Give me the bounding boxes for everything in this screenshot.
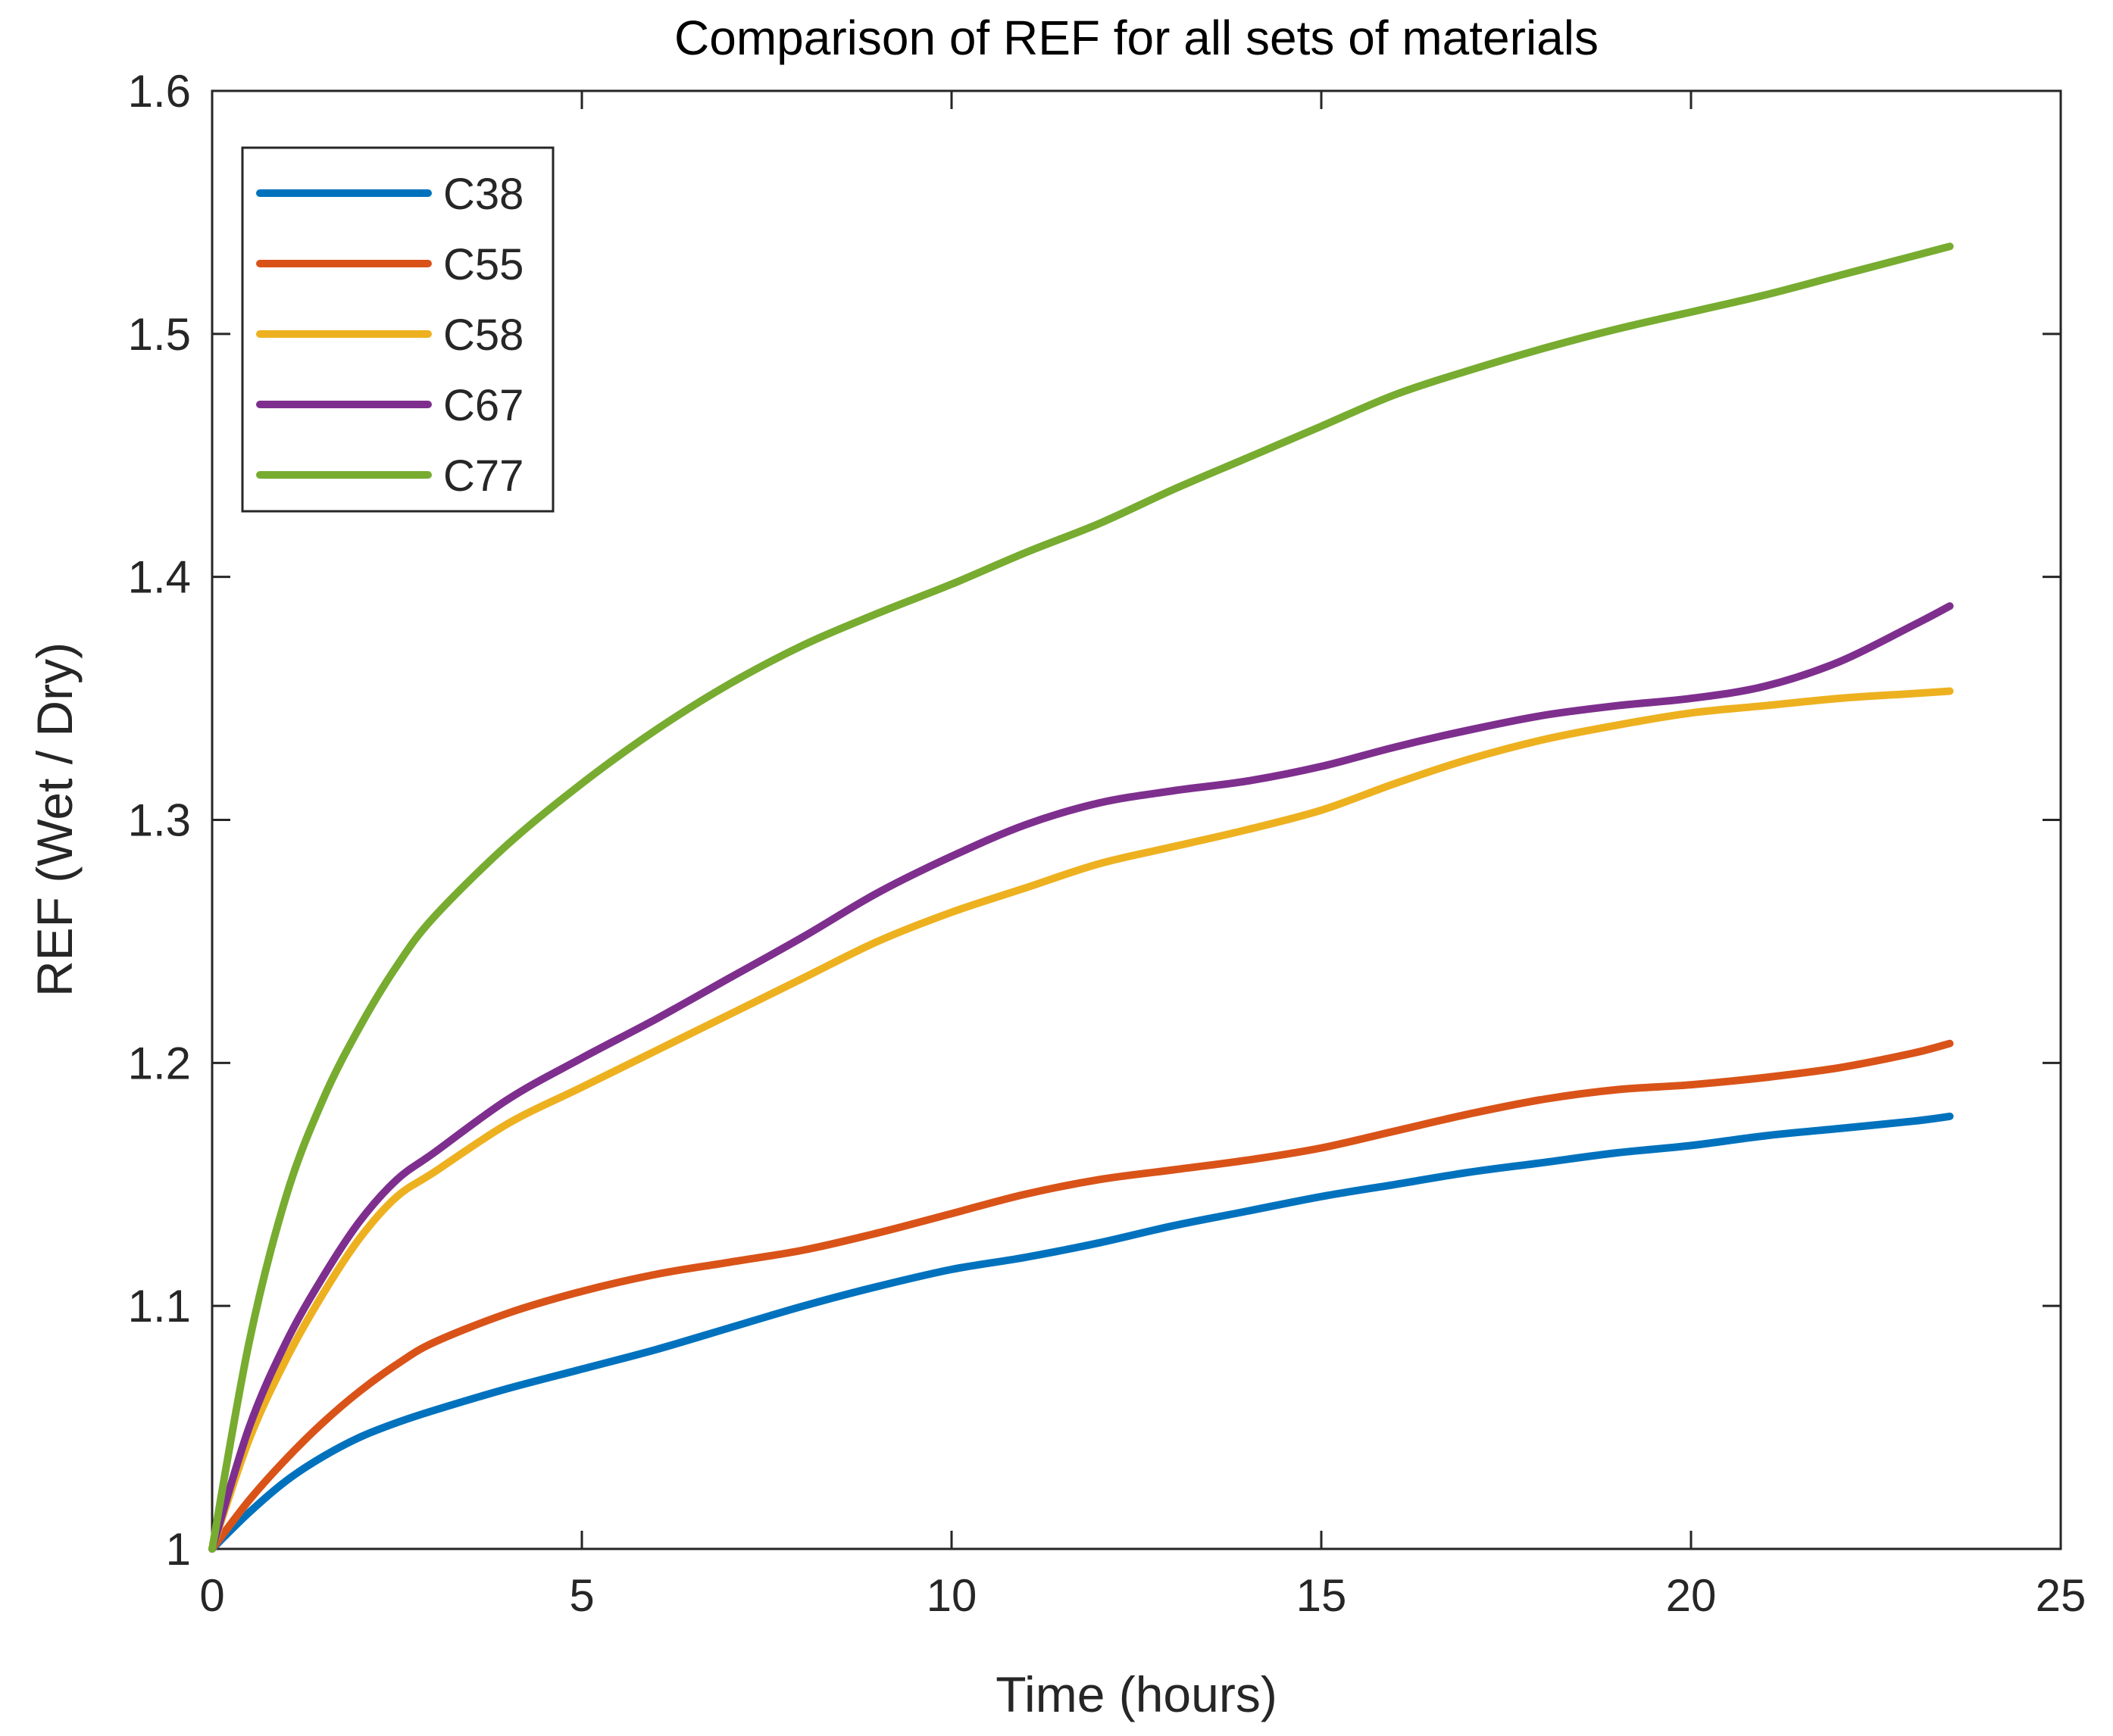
series-line-c77: [208, 242, 1954, 1553]
series-line-c55: [208, 1039, 1954, 1553]
y-tick-label: 1: [166, 1524, 191, 1575]
legend-label-c58: C58: [443, 311, 524, 360]
chart-title: Comparison of REF for all sets of materi…: [674, 11, 1599, 65]
x-tick-label: 5: [569, 1570, 594, 1621]
x-axis-label: Time (hours): [996, 1666, 1277, 1722]
x-tick-label: 10: [927, 1570, 977, 1621]
y-tick-label: 1.2: [128, 1038, 191, 1088]
y-tick-label: 1.5: [128, 309, 191, 360]
y-tick-label: 1.4: [128, 552, 191, 603]
series-line-c38: [208, 1112, 1954, 1553]
y-axis: 1 1.1 1.2 1.3 1.4 1.5 1.6: [128, 66, 2061, 1575]
legend-label-c55: C55: [443, 240, 524, 289]
legend-label-c77: C77: [443, 451, 524, 501]
series-line-c67: [208, 602, 1954, 1553]
x-tick-label: 15: [1296, 1570, 1347, 1621]
y-tick-label: 1.6: [128, 66, 191, 117]
y-tick-label: 1.3: [128, 795, 191, 846]
y-tick-label: 1.1: [128, 1281, 191, 1332]
legend: C38 C55 C58 C67 C77: [241, 146, 555, 513]
legend-label-c38: C38: [443, 170, 524, 219]
x-tick-label: 25: [2036, 1570, 2086, 1621]
legend-box: [241, 146, 555, 513]
series-lines: [208, 242, 1954, 1553]
legend-label-c67: C67: [443, 381, 524, 430]
x-tick-label: 0: [199, 1570, 224, 1621]
y-axis-label: REF (Wet / Dry): [27, 642, 83, 997]
x-axis: 0 5 10 15 20 25: [199, 91, 2086, 1621]
series-line-c58: [208, 687, 1954, 1553]
x-tick-label: 20: [1666, 1570, 1717, 1621]
